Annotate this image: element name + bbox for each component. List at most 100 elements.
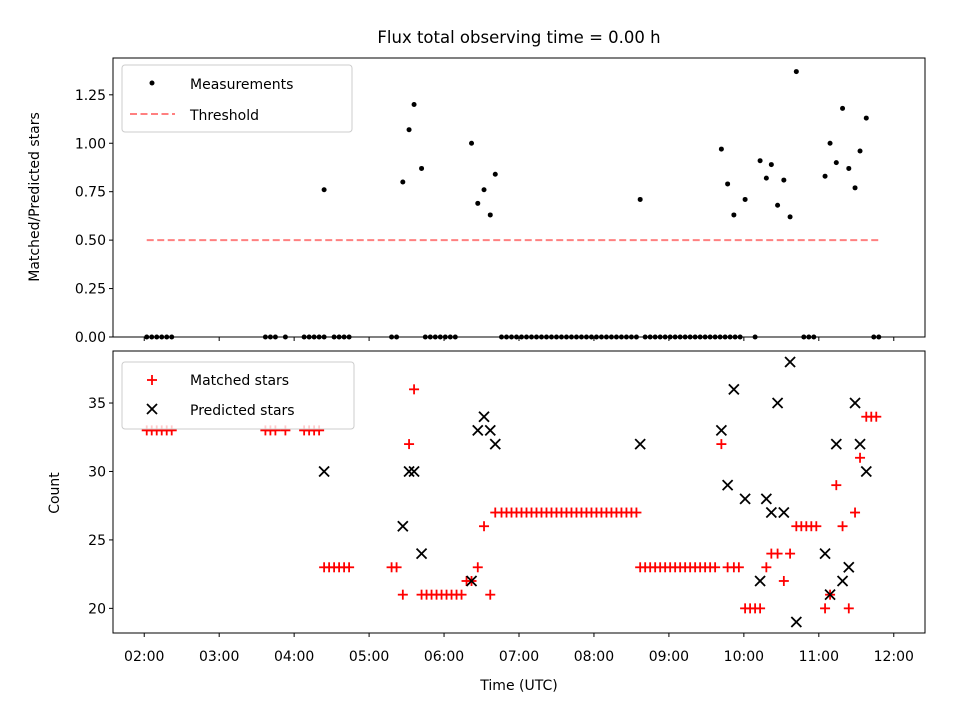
measurement-point — [514, 334, 520, 340]
measurement-point — [528, 334, 534, 340]
measurement-point — [718, 146, 724, 152]
measurement-point — [262, 334, 268, 340]
matched-star-point — [344, 562, 355, 573]
measurement-point — [563, 334, 569, 340]
matched-star-point — [761, 562, 772, 573]
measurement-point — [588, 334, 594, 340]
measurement-point — [731, 212, 737, 218]
predicted-star-point — [819, 547, 831, 560]
legend-measurements-marker — [149, 80, 155, 86]
top-y-tick-label: 1.00 — [75, 136, 106, 152]
measurement-point — [487, 212, 493, 218]
measurement-point — [742, 196, 748, 202]
measurement-point — [833, 160, 839, 166]
measurement-point — [509, 334, 515, 340]
measurement-point — [811, 334, 817, 340]
predicted-star-point — [472, 424, 484, 437]
measurement-point — [806, 334, 812, 340]
measurement-point — [583, 334, 589, 340]
bottom-y-axis-label: Count — [47, 472, 63, 514]
x-tick-label: 03:00 — [199, 649, 239, 665]
measurement-point — [469, 140, 475, 146]
measurement-point — [707, 334, 713, 340]
predicted-star-point — [484, 424, 496, 437]
measurement-point — [717, 334, 723, 340]
matched-star-point — [831, 480, 842, 491]
measurement-point — [793, 69, 799, 75]
predicted-star-point — [860, 465, 872, 478]
measurement-point — [164, 334, 170, 340]
x-tick-label: 09:00 — [649, 649, 689, 665]
measurement-point — [553, 334, 559, 340]
measurement-point — [603, 334, 609, 340]
measurement-point — [857, 148, 863, 154]
measurement-point — [692, 334, 698, 340]
measurement-point — [647, 334, 653, 340]
measurement-point — [876, 334, 882, 340]
measurement-point — [737, 334, 743, 340]
predicted-star-point — [765, 506, 777, 519]
measurement-point — [523, 334, 529, 340]
legend-predicted-marker — [146, 403, 158, 415]
measurement-point — [341, 334, 347, 340]
top-y-axis-label: Matched/Predicted stars — [27, 112, 43, 282]
measurement-point — [394, 334, 400, 340]
matched-star-point — [409, 384, 420, 395]
measurement-point — [336, 334, 342, 340]
predicted-star-point — [771, 397, 784, 409]
predicted-star-point — [715, 424, 728, 437]
measurement-point — [822, 173, 828, 179]
matched-star-point — [716, 439, 727, 450]
matched-star-point — [820, 603, 831, 614]
measurement-point — [702, 334, 708, 340]
measurement-point — [677, 334, 683, 340]
legend-matched-label: Matched stars — [190, 373, 289, 389]
measurement-point — [406, 127, 412, 133]
matched-star-point — [733, 562, 744, 573]
measurement-point — [419, 165, 425, 171]
predicted-star-point — [465, 575, 478, 587]
measurement-point — [633, 334, 639, 340]
measurement-point — [573, 334, 579, 340]
predicted-star-point — [397, 520, 409, 532]
measurement-point — [538, 334, 544, 340]
measurement-point — [331, 334, 337, 340]
matched-star-point — [710, 562, 721, 573]
x-tick-label: 04:00 — [274, 649, 314, 665]
measurement-point — [712, 334, 718, 340]
measurement-point — [321, 334, 327, 340]
predicted-star-point — [830, 438, 842, 450]
measurement-point — [346, 334, 352, 340]
measurement-point — [652, 334, 658, 340]
legend-measurements-label: Measurements — [190, 77, 293, 93]
measurement-point — [548, 334, 554, 340]
bottom-y-tick-label: 35 — [88, 396, 106, 412]
top-plot-marks — [144, 69, 882, 340]
legend-predicted-label: Predicted stars — [190, 403, 295, 419]
measurement-point — [159, 334, 165, 340]
predicted-star-point — [824, 589, 836, 601]
predicted-star-point — [728, 383, 740, 395]
measurement-point — [593, 334, 599, 340]
top-axis-ticks: 0.00 0.25 0.50 0.75 1.00 1.25 — [75, 88, 895, 346]
legend-threshold-label: Threshold — [189, 108, 259, 124]
x-tick-label: 06:00 — [424, 649, 464, 665]
x-tick-label: 10:00 — [724, 649, 764, 665]
measurement-point — [475, 200, 481, 206]
legend-matched-marker — [147, 375, 157, 385]
bottom-axis-ticks: 20 25 30 35 02:00 03:00 04:00 05:00 06:00 07:00 08… — [88, 396, 914, 665]
measurement-point — [732, 334, 738, 340]
measurement-point — [518, 334, 524, 340]
measurement-point — [787, 214, 793, 220]
measurement-point — [154, 334, 160, 340]
measurement-point — [697, 334, 703, 340]
measurement-point — [763, 175, 769, 181]
predicted-star-point — [760, 493, 772, 505]
measurement-point — [725, 181, 731, 187]
measurement-point — [422, 334, 428, 340]
bottom-y-tick-label: 25 — [88, 533, 106, 549]
measurement-point — [757, 158, 763, 164]
top-y-tick-label: 0.50 — [75, 233, 106, 249]
bottom-y-tick-label: 30 — [88, 464, 106, 480]
predicted-star-point — [408, 465, 420, 478]
